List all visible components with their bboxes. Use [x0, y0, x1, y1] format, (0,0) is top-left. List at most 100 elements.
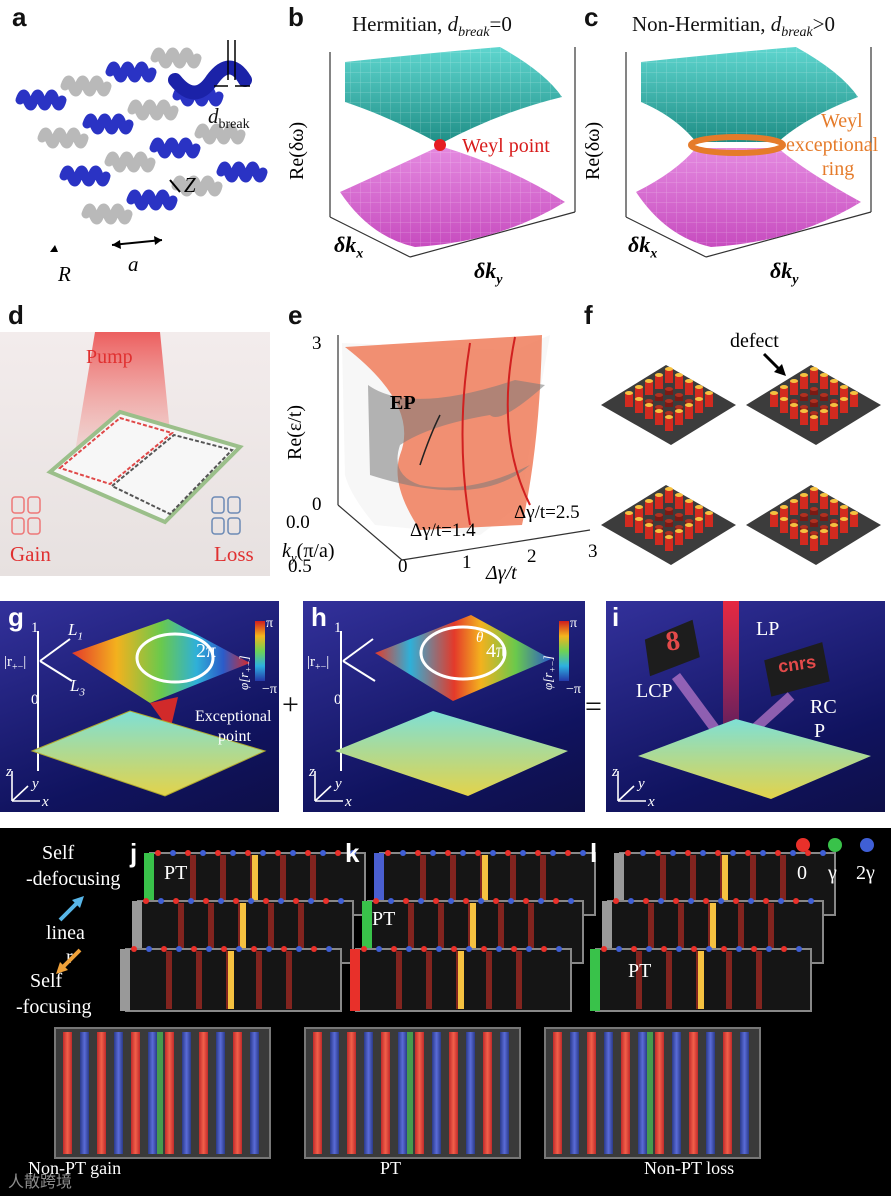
pillar — [675, 395, 683, 401]
pillar — [800, 515, 808, 521]
pillar — [830, 501, 838, 515]
lcp-logo-card — [644, 619, 700, 677]
pillar — [820, 495, 828, 509]
gain-legend: 0 γ 2γ — [786, 838, 886, 898]
metasurface-slab — [638, 719, 871, 799]
g-winding: 2π — [196, 640, 217, 662]
i-axis-y: y — [638, 776, 645, 792]
pillar — [810, 389, 818, 395]
phase-colorbar — [255, 621, 265, 681]
rcp-logo-card — [764, 642, 830, 697]
i-axis-x: x — [648, 794, 655, 810]
panel-e-yaxis: Re(ε/t) — [284, 404, 306, 460]
panel-c-title: Non-Hermitian, dbreak>0 — [632, 12, 835, 41]
pillar — [665, 521, 673, 527]
panel-label-f: f — [584, 300, 593, 330]
l-pt-label: PT — [628, 960, 652, 982]
pillar — [675, 375, 683, 389]
panel-g-background — [0, 601, 279, 812]
ring-label-1: Weyl — [821, 110, 863, 132]
panel-h-background — [303, 601, 585, 812]
gain-label: Gain — [10, 542, 51, 566]
g-axis-z: z — [6, 764, 12, 780]
panel-e-xaxis: Δγ/t — [486, 562, 517, 584]
pillar — [810, 537, 818, 551]
pillar — [685, 525, 693, 539]
pump-label: Pump — [86, 346, 133, 368]
pillar — [820, 531, 828, 545]
panel-c-yaxis: Re(δω) — [582, 121, 604, 180]
lp-label: LP — [756, 618, 780, 640]
waveguide-figure — [0, 828, 891, 1196]
g-L3: L3 — [70, 676, 85, 699]
pillar — [820, 515, 828, 521]
pillar — [695, 519, 703, 533]
pillar — [780, 387, 788, 401]
helix — [216, 161, 268, 183]
pillar — [850, 393, 858, 407]
self-defocusing-1: Self — [42, 842, 75, 864]
pillar — [655, 375, 663, 389]
pillar — [790, 381, 798, 395]
pillar — [675, 531, 683, 545]
metasurface-slab — [335, 711, 568, 796]
pillar — [685, 405, 693, 419]
ring-label-2: exceptional — [786, 134, 879, 156]
helix — [37, 127, 89, 149]
panel-c-ky: δky — [770, 258, 799, 288]
winding-loop — [135, 632, 215, 684]
weyl-point-marker — [434, 139, 446, 151]
slice-label-1: Δγ/t=1.4 — [410, 520, 476, 541]
panel-e-ytick-bottom: 0 — [312, 494, 322, 515]
h-cb-label: φ[r+−] — [540, 655, 558, 690]
pillar — [770, 513, 778, 527]
lattice-constant-label: a — [128, 252, 139, 276]
pillar — [645, 381, 653, 395]
nonlinearity-arrows — [56, 896, 84, 974]
panel-b-kx: δkx — [334, 232, 364, 262]
panel-label-i: i — [612, 602, 620, 632]
h-winding: 4π — [486, 640, 507, 662]
pillar — [840, 519, 848, 533]
pillar — [840, 507, 848, 521]
panel-label-d: d — [8, 300, 24, 330]
pillar — [675, 515, 683, 521]
pillar — [685, 501, 693, 515]
h-axis-z: z — [309, 764, 315, 780]
loss-lattice — [110, 433, 234, 516]
laser-schematic — [0, 332, 270, 576]
pillar — [780, 519, 788, 533]
g-tick-top: 1 — [31, 620, 39, 636]
pillar — [705, 513, 713, 527]
g-cb-bottom: −π — [262, 682, 277, 697]
panel-b-title: Hermitian, dbreak=0 — [352, 12, 512, 41]
g-L1: L1 — [68, 620, 83, 643]
pillar — [665, 401, 673, 407]
pillar — [645, 501, 653, 515]
g-ep-label-2: point — [218, 728, 251, 745]
loss-unit-cell — [211, 496, 241, 535]
pillar — [635, 387, 643, 401]
pillar — [810, 369, 818, 383]
pillar — [655, 395, 663, 401]
rcp-label-2: P — [814, 720, 826, 742]
d-break-label: dbreak — [208, 104, 250, 133]
j-bottom-label: Non-PT gain — [28, 1158, 122, 1178]
h-theta: θ — [476, 630, 484, 646]
h-tick-top: 1 — [334, 620, 342, 636]
d-break-helix — [168, 60, 252, 100]
legend-label-2: 2γ — [856, 862, 875, 884]
panel-label-g: g — [8, 602, 24, 632]
pillar — [655, 515, 663, 521]
g-cb-top: π — [266, 616, 274, 631]
h-axis-y: y — [335, 776, 342, 792]
winding-loop — [419, 625, 507, 681]
helix — [194, 123, 246, 145]
pillar — [645, 405, 653, 419]
panel-e-ky-label: ky(π/a) — [282, 540, 335, 565]
pillar — [790, 501, 798, 515]
linear-label-1: linea — [46, 922, 85, 944]
loss-label: Loss — [214, 542, 254, 566]
pillar — [790, 525, 798, 539]
non-hermitian-band-plot — [625, 47, 872, 258]
